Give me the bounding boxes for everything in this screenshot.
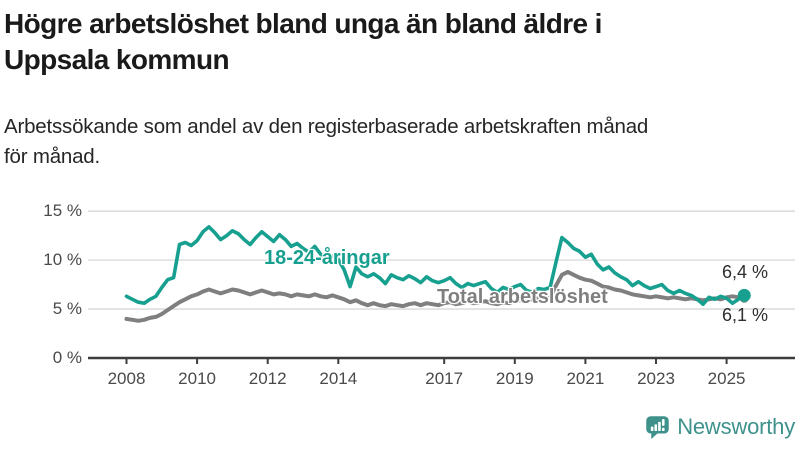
x-axis-tick-label: 2014 — [319, 369, 358, 388]
x-axis-tick-label: 2008 — [107, 369, 146, 388]
speech-bubble-bar-chart-icon — [646, 415, 669, 439]
end-value-label-young: 6,4 % — [721, 262, 768, 282]
x-axis-tick-label: 2017 — [425, 369, 464, 388]
newsworthy-logo[interactable]: Newsworthy — [645, 414, 795, 440]
chart-title: Högre arbetslöshet bland unga än bland ä… — [4, 8, 602, 75]
series-label-young: 18-24-åringar — [264, 247, 390, 269]
x-axis-tick-label: 2012 — [248, 369, 287, 388]
newsworthy-wordmark: Newsworthy — [677, 414, 795, 439]
x-axis-tick-label: 2019 — [495, 369, 534, 388]
y-axis-tick-label: 10 % — [43, 250, 82, 270]
y-axis-tick-label: 15 % — [43, 201, 82, 221]
y-axis-tick-label: 0 % — [52, 348, 82, 367]
end-value-label-total: 6,1 % — [721, 305, 768, 325]
x-axis-tick-label: 2021 — [566, 369, 605, 388]
series-label-total: Total arbetslöshet — [437, 286, 608, 308]
x-axis-tick-label: 2023 — [637, 369, 675, 388]
x-axis-tick-label: 2025 — [707, 369, 746, 388]
y-axis-tick-label: 5 % — [52, 299, 82, 319]
chart-subtitle: Arbetssökande som andel av den registerb… — [4, 115, 649, 168]
x-axis-tick-label: 2010 — [178, 369, 216, 388]
